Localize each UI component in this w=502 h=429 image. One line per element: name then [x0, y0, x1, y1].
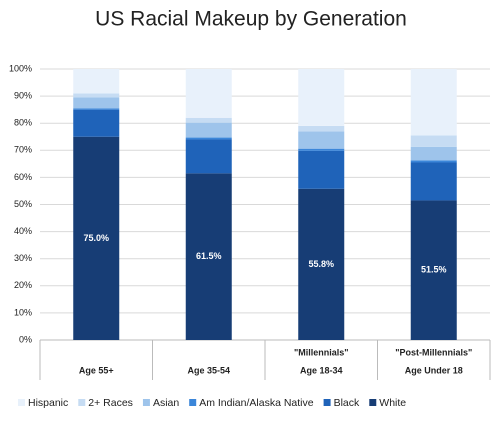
bar-segment: [73, 109, 120, 137]
bar-segment: [185, 139, 232, 174]
y-tick-label: 30%: [14, 253, 32, 263]
y-tick-label: 90%: [14, 90, 32, 100]
chart-title: US Racial Makeup by Generation: [95, 8, 407, 31]
bar-segment: [410, 135, 457, 147]
legend-label: Black: [334, 397, 360, 409]
bar-segment: [298, 69, 345, 126]
y-tick-label: 40%: [14, 226, 32, 236]
y-tick-label: 100%: [9, 63, 32, 73]
bar-segment: [298, 148, 345, 151]
y-tick-label: 10%: [14, 307, 32, 317]
x-tick-label: Age Under 18: [405, 365, 463, 375]
data-label: 51.5%: [421, 265, 447, 275]
legend-label: 2+ Races: [88, 397, 133, 409]
bar-segment: [410, 200, 457, 340]
bar-segment: [185, 122, 232, 138]
legend-label: Hispanic: [28, 397, 68, 409]
bar-segment: [185, 117, 232, 123]
bar-segment: [73, 97, 120, 109]
bar-segment: [298, 131, 345, 149]
bar-segment: [298, 188, 345, 340]
bar-segment: [185, 173, 232, 340]
bar-segment: [410, 146, 457, 161]
legend-swatch: [18, 399, 25, 406]
data-label: 55.8%: [308, 259, 334, 269]
y-tick-label: 60%: [14, 172, 32, 182]
x-tick-label: Age 55+: [79, 365, 114, 375]
bar-segment: [410, 162, 457, 201]
bar-segment: [73, 69, 120, 94]
bar-segment: [73, 93, 120, 98]
y-tick-label: 20%: [14, 280, 32, 290]
bar-segment: [410, 69, 457, 136]
legend-swatch: [189, 399, 197, 406]
bar-segment: [73, 136, 120, 340]
legend-label: Asian: [153, 397, 179, 409]
y-tick-label: 70%: [14, 145, 32, 155]
y-tick-label: 50%: [14, 199, 32, 209]
bar-segment: [298, 150, 345, 189]
legend-swatch: [323, 399, 331, 406]
legend-label: White: [379, 397, 406, 409]
legend-swatch: [369, 399, 377, 406]
legend-swatch: [142, 399, 150, 406]
data-label: 61.5%: [196, 251, 222, 261]
bar-segment: [410, 160, 457, 163]
x-tick-label: Age 35-54: [187, 365, 230, 375]
data-label: 75.0%: [83, 233, 109, 243]
bar-segment: [298, 125, 345, 132]
bar-segment: [185, 69, 232, 118]
y-tick-label: 0%: [19, 334, 32, 344]
bar-segment: [185, 137, 232, 140]
x-tick-note: "Post-Millennials": [395, 347, 472, 357]
y-tick-label: 80%: [14, 118, 32, 128]
legend-swatch: [78, 399, 86, 406]
x-tick-note: "Millennials": [294, 347, 349, 357]
bar-segment: [73, 108, 120, 110]
x-tick-label: Age 18-34: [300, 365, 343, 375]
legend-label: Am Indian/Alaska Native: [199, 397, 314, 409]
